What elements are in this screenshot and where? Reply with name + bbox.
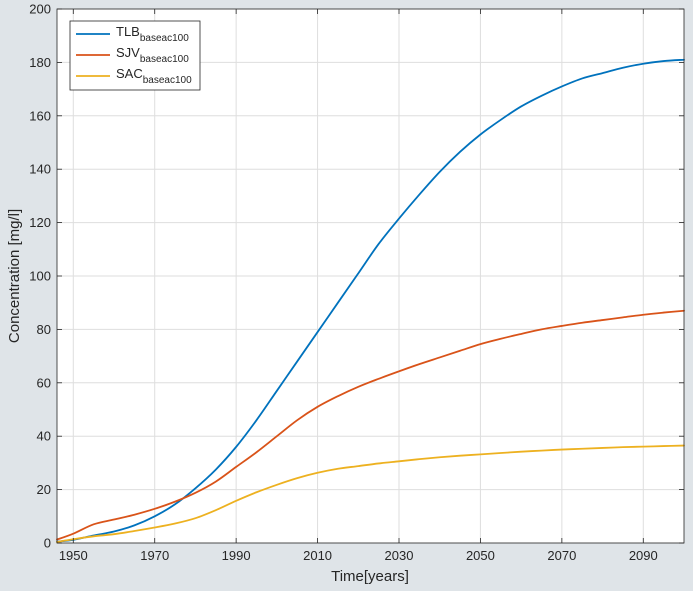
x-tick-label: 2070: [547, 548, 576, 563]
x-tick-label: 1970: [140, 548, 169, 563]
legend-label-tlb: TLBbaseac100: [116, 24, 189, 44]
legend-label-sjv: SJVbaseac100: [116, 45, 189, 65]
y-tick-label: 0: [44, 536, 51, 551]
x-tick-label: 2050: [466, 548, 495, 563]
x-tick-label: 2090: [629, 548, 658, 563]
series-line-tlb: [56, 58, 685, 543]
y-tick-labels: 0 20 40 60 80 100 120 140 160 180 200: [29, 2, 51, 551]
y-tick-label: 60: [37, 375, 51, 390]
y-tick-label: 120: [29, 215, 51, 230]
x-tick-label: 2010: [303, 548, 332, 563]
series-line-sac: [56, 444, 685, 543]
y-tick-label: 200: [29, 2, 51, 17]
tick-marks: [57, 8, 684, 544]
y-tick-label: 160: [29, 108, 51, 123]
y-tick-label: 180: [29, 55, 51, 70]
x-tick-label: 1990: [222, 548, 251, 563]
y-axis-label: Concentration [mg/l]: [6, 209, 23, 343]
y-tick-label: 40: [37, 429, 51, 444]
x-tick-label: 2030: [385, 548, 414, 563]
y-tick-label: 80: [37, 322, 51, 337]
x-tick-labels: 1950 1970 1990 2010 2030 2050 2070 2090: [59, 548, 658, 563]
y-tick-label: 140: [29, 162, 51, 177]
x-tick-label: 1950: [59, 548, 88, 563]
series-layer: [56, 58, 685, 543]
y-tick-label: 20: [37, 482, 51, 497]
x-axis-label: Time[years]: [331, 568, 409, 585]
y-tick-label: 100: [29, 269, 51, 284]
series-line-sjv: [56, 309, 685, 541]
legend-label-sac: SACbaseac100: [116, 66, 192, 86]
